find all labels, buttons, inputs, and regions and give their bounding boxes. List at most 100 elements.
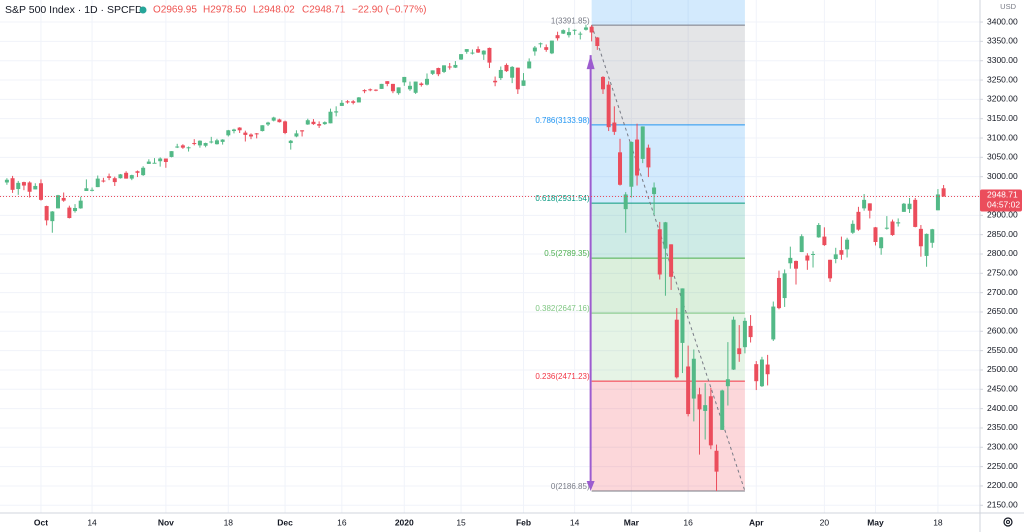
candle-body <box>935 194 940 211</box>
x-tick-label: Nov <box>158 517 174 527</box>
candle-body <box>385 81 390 84</box>
candle-body <box>21 182 26 186</box>
y-tick-label: 3050.00 <box>987 152 1018 162</box>
candle-body <box>913 199 918 227</box>
candle-body <box>453 64 458 68</box>
candle-body <box>714 450 719 472</box>
fib-band <box>591 381 745 492</box>
gear-hub[interactable] <box>1006 520 1010 524</box>
candle-body <box>430 70 435 74</box>
candle-body <box>589 26 594 33</box>
candle-body <box>351 101 356 103</box>
ohlc-legend: −22.90 (−0.77%) <box>352 5 427 16</box>
arrow-head <box>586 481 595 492</box>
y-tick-label: 2200.00 <box>987 480 1018 490</box>
candle-body <box>339 102 344 106</box>
fib-label: 0.5(2789.35) <box>544 249 590 258</box>
candle-body <box>396 87 401 94</box>
fib-extension-band <box>591 0 745 26</box>
candle-body <box>27 182 32 192</box>
candle-body <box>828 259 833 279</box>
x-tick-label: Dec <box>277 517 293 527</box>
candle-body <box>95 178 100 188</box>
candle-body <box>152 162 157 164</box>
candle-body <box>197 140 202 146</box>
candle-body <box>862 199 867 209</box>
x-tick-label: 18 <box>933 517 943 527</box>
candle-body <box>266 122 271 125</box>
candle-body <box>442 65 447 72</box>
candle-body <box>231 129 236 132</box>
candle-body <box>180 145 185 148</box>
fib-trend <box>591 25 746 492</box>
y-tick-label: 3000.00 <box>987 171 1018 181</box>
candle-body <box>776 277 781 309</box>
candle-body <box>748 325 753 338</box>
candle-body <box>583 27 588 30</box>
candle-body <box>504 64 509 72</box>
candle-body <box>214 140 219 145</box>
y-tick-label: 2850.00 <box>987 229 1018 239</box>
x-tick-label: Feb <box>516 517 531 527</box>
x-tick-label: Apr <box>749 517 764 527</box>
candle-body <box>600 76 605 90</box>
candle-body <box>33 185 38 190</box>
candle-body <box>884 227 889 229</box>
candle-body <box>407 85 412 90</box>
candle-body <box>38 183 43 200</box>
candle-body <box>510 66 515 78</box>
candle-body <box>725 379 730 387</box>
candle-body <box>879 237 884 249</box>
candle-body <box>867 203 872 211</box>
candle-body <box>697 394 702 410</box>
x-tick-label: 20 <box>820 517 830 527</box>
candle-body <box>175 146 180 148</box>
candle-body <box>345 101 350 103</box>
candle-body <box>833 254 838 260</box>
candle-body <box>84 188 89 191</box>
candle-body <box>249 134 254 137</box>
gear[interactable] <box>1003 517 1013 527</box>
y-tick-label: 2900.00 <box>987 210 1018 220</box>
x-tick-label: May <box>867 517 884 527</box>
y-tick-label: 2800.00 <box>987 248 1018 258</box>
y-tick-label: 3150.00 <box>987 113 1018 123</box>
ohlc-legend: O2969.95 <box>153 5 197 16</box>
y-tick-label: 2750.00 <box>987 268 1018 278</box>
candle-body <box>186 147 191 149</box>
y-tick-label: 2500.00 <box>987 364 1018 374</box>
candle-body <box>55 195 60 209</box>
candle-body <box>708 396 713 446</box>
fib-band <box>591 25 745 125</box>
y-tick-label: 2450.00 <box>987 384 1018 394</box>
candle-body <box>90 189 95 191</box>
candle-body <box>464 49 469 52</box>
candle-body <box>811 253 816 255</box>
y-tick-label: 2700.00 <box>987 287 1018 297</box>
candle-body <box>135 171 140 173</box>
fib-label: 0(2186.85) <box>551 482 590 491</box>
fib-label: 0.382(2647.16) <box>535 304 590 313</box>
candle-body <box>390 83 395 92</box>
candle-body <box>271 117 276 121</box>
settings-icon[interactable] <box>1003 517 1013 527</box>
candle-body <box>237 127 242 131</box>
y-tick-label: 3200.00 <box>987 94 1018 104</box>
candle-body <box>640 126 645 159</box>
candle-body <box>322 122 327 125</box>
x-tick-label: Mar <box>624 517 640 527</box>
candle-body <box>765 364 770 375</box>
candle-body <box>288 140 293 144</box>
candle-body <box>663 222 668 249</box>
y-tick-label: 2300.00 <box>987 442 1018 452</box>
candle-body <box>720 390 725 430</box>
candle-body <box>277 119 282 123</box>
candle-body <box>283 121 288 133</box>
candle-body <box>373 89 378 91</box>
y-tick-label: 3250.00 <box>987 74 1018 84</box>
candle-body <box>459 54 464 60</box>
fib-label: 0.236(2471.23) <box>535 372 590 381</box>
countdown: 04:57:02 <box>987 200 1020 210</box>
candle-body <box>67 207 72 219</box>
candle-body <box>4 179 9 183</box>
